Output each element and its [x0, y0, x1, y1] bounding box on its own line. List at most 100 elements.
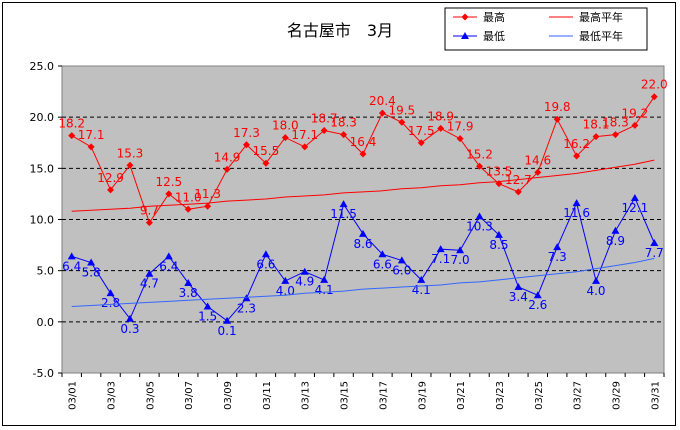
data-point — [397, 256, 406, 264]
data-label: 14.6 — [524, 153, 551, 167]
data-point — [592, 276, 601, 284]
data-point — [476, 162, 484, 170]
data-label: 16.4 — [350, 135, 377, 149]
data-point — [87, 258, 96, 266]
data-point — [436, 245, 445, 253]
x-tick-label: 03/01 — [68, 381, 79, 410]
data-point — [87, 143, 95, 151]
data-label: 6.6 — [256, 257, 275, 271]
data-point — [398, 118, 406, 126]
x-axis: 03/01 03/03 03/05 03/07 03/09 03/11 03/13 03/15… — [61, 373, 665, 410]
data-label: 0.3 — [120, 322, 139, 336]
data-label: 10.3 — [466, 219, 493, 233]
data-point — [184, 278, 193, 286]
data-label: 4.1 — [412, 283, 431, 297]
data-label: 7.1 — [431, 252, 450, 266]
x-tick-label: 03/31 — [650, 381, 661, 410]
data-point — [437, 124, 445, 132]
series-最高平年 — [71, 159, 655, 212]
x-tick-label: 03/05 — [145, 381, 156, 410]
data-label: 15.2 — [466, 147, 493, 161]
grid — [62, 116, 664, 323]
x-tick-label: 03/29 — [611, 381, 622, 410]
data-label: 18.1 — [583, 118, 610, 132]
data-point — [164, 252, 173, 260]
data-point — [145, 219, 153, 227]
data-label: 12.1 — [622, 201, 649, 215]
data-point — [261, 250, 270, 258]
data-label: 11.6 — [563, 206, 590, 220]
data-point — [650, 239, 659, 247]
data-label: 7.0 — [451, 253, 470, 267]
x-tick-label: 03/03 — [107, 381, 118, 410]
data-point — [592, 133, 600, 141]
series-line — [71, 159, 655, 212]
data-point — [203, 302, 212, 310]
data-label: 19.8 — [544, 100, 571, 114]
y-axis: -5.0 0.0 5.0 10.0 15.0 20.0 25.0 — [30, 60, 62, 380]
data-label: 1.5 — [198, 309, 217, 323]
data-point — [359, 229, 367, 237]
data-point — [514, 188, 522, 196]
data-point — [281, 134, 289, 142]
data-point — [573, 152, 581, 160]
x-tick-label: 03/27 — [573, 381, 584, 410]
data-label: 18.3 — [602, 116, 629, 130]
data-label: 12.9 — [97, 171, 124, 185]
data-point — [301, 143, 309, 151]
data-label: 17.1 — [291, 128, 318, 142]
x-tick-label: 03/21 — [456, 381, 467, 410]
x-tick-label: 03/07 — [184, 381, 195, 410]
data-label: 4.7 — [140, 277, 159, 291]
data-label: 19.5 — [388, 103, 415, 117]
series-最高: 18.217.112.915.39.712.511.011.314.917.31… — [58, 78, 668, 227]
series-layer: 18.217.112.915.39.712.511.011.314.917.31… — [58, 78, 667, 338]
data-label: 15.3 — [117, 146, 144, 160]
data-point — [126, 161, 134, 169]
data-point — [262, 159, 270, 167]
data-point — [67, 252, 76, 260]
legend-marker — [461, 13, 469, 21]
y-tick-label: -5.0 — [33, 367, 54, 380]
data-point — [417, 275, 426, 283]
data-label: 17.9 — [447, 120, 474, 134]
chart-title: 名古屋市 3月 — [287, 21, 393, 40]
data-label: 4.0 — [586, 284, 605, 298]
series-line — [71, 257, 655, 307]
data-label: 7.3 — [548, 250, 567, 264]
data-point — [378, 250, 387, 258]
data-label: 17.1 — [78, 128, 105, 142]
data-point — [204, 202, 212, 210]
data-label: 11.5 — [330, 207, 357, 221]
x-tick-label: 03/23 — [495, 381, 506, 410]
data-point — [378, 109, 386, 117]
data-label: 11.0 — [175, 190, 202, 204]
data-point — [320, 275, 329, 283]
data-label: 6.0 — [392, 263, 411, 277]
legend-label: 最低 — [483, 30, 505, 43]
x-tick-label: 03/15 — [340, 381, 351, 410]
data-label: 6.4 — [62, 259, 81, 273]
data-label: 15.5 — [253, 144, 280, 158]
data-point — [417, 139, 425, 147]
series-最低平年 — [71, 257, 655, 307]
data-point — [184, 205, 192, 213]
data-point — [572, 199, 581, 207]
data-point — [514, 283, 523, 291]
data-point — [553, 115, 561, 123]
legend-box — [444, 7, 648, 51]
data-label: 18.7 — [311, 111, 338, 125]
data-point — [475, 212, 484, 220]
data-label: 14.9 — [214, 150, 241, 164]
y-tick-label: 15.0 — [30, 162, 55, 175]
data-label: 18.2 — [58, 117, 85, 131]
data-label: 2.8 — [101, 296, 120, 310]
y-tick-label: 5.0 — [37, 265, 55, 278]
data-label: 13.5 — [486, 165, 513, 179]
legend-label: 最低平年 — [579, 29, 623, 43]
x-tick-label: 03/09 — [223, 381, 234, 410]
data-point — [107, 186, 115, 194]
data-label: 2.6 — [528, 298, 547, 312]
legend-label: 最高 — [483, 10, 505, 24]
